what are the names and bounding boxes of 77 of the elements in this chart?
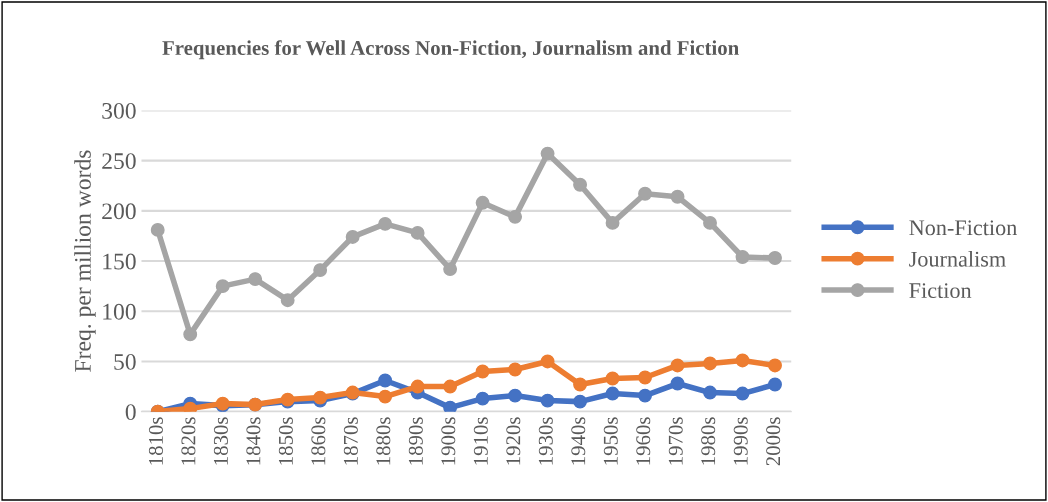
y-tick-label: 300 [102, 102, 136, 119]
x-tick-label: 2000s [766, 417, 781, 466]
x-tick-label: 1940s [571, 417, 586, 465]
point [508, 362, 523, 377]
point [150, 222, 165, 237]
point [540, 354, 555, 369]
point [703, 356, 717, 371]
x-tick-label: 1900s [441, 417, 456, 465]
x-tick-label: 1930s [538, 417, 553, 465]
point [248, 272, 263, 287]
legend-label: Journalism [909, 251, 1006, 267]
y-axis-title: Freq. per million words [74, 150, 96, 372]
point [345, 229, 360, 244]
point [443, 262, 458, 277]
point [443, 379, 458, 394]
x-tick-label: 1990s [733, 417, 748, 465]
point [605, 215, 620, 230]
point [540, 393, 555, 408]
point [768, 251, 782, 265]
y-tick-label: 100 [103, 303, 136, 320]
point [703, 215, 717, 230]
x-tick-label: 1980s [701, 417, 716, 465]
point [313, 263, 328, 278]
point [703, 385, 717, 400]
x-tick-label: 1920s [506, 417, 521, 465]
point [410, 379, 425, 394]
point [378, 389, 393, 404]
point [280, 293, 295, 308]
point [443, 400, 458, 412]
point [638, 186, 652, 201]
point [540, 146, 555, 161]
point [670, 376, 685, 391]
y-tick-label: 200 [102, 203, 136, 220]
x-tick-label: 1910s [473, 417, 488, 465]
x-tick-label: 1860s [311, 417, 326, 465]
x-tick-label: 1810s [148, 417, 163, 465]
legend-label: Fiction [909, 283, 972, 299]
point [735, 250, 750, 264]
point [768, 377, 782, 392]
point [735, 386, 750, 401]
x-tick-label: 1830s [213, 417, 228, 465]
point [378, 216, 393, 231]
point [183, 327, 198, 342]
x-tick-label: 1840s [246, 417, 261, 465]
y-tick-label: 250 [102, 153, 136, 170]
point [768, 358, 782, 373]
point [670, 189, 685, 204]
x-tick-label: 1820s [181, 417, 196, 465]
x-tick-label: 1970s [668, 417, 683, 465]
point [215, 279, 230, 294]
x-tick-label: 1950s [603, 417, 618, 465]
point [410, 225, 425, 240]
point [508, 209, 523, 224]
y-tick-label: 0 [125, 404, 136, 421]
y-tick-label: 150 [103, 253, 136, 270]
point [573, 177, 588, 192]
chart-title: Frequencies for Well Across Non-Fiction, Journalism and Fiction [162, 40, 739, 60]
x-tick-label: 1960s [636, 417, 651, 465]
point [573, 394, 588, 409]
x-tick-label: 1880s [376, 417, 391, 465]
point [573, 377, 588, 392]
x-tick-label: 1890s [408, 417, 423, 465]
point [508, 388, 523, 403]
point [605, 386, 620, 401]
point [475, 195, 490, 210]
y-tick-label: 50 [114, 353, 136, 370]
point [475, 391, 490, 406]
legend-label: Non-Fiction [909, 220, 1017, 236]
point [735, 353, 750, 368]
x-tick-label: 1870s [343, 417, 358, 465]
point [638, 388, 652, 403]
point [378, 373, 393, 388]
point [638, 370, 652, 385]
point [605, 371, 620, 386]
x-tick-label: 1850s [278, 417, 293, 465]
point [475, 364, 490, 379]
point [670, 358, 685, 373]
